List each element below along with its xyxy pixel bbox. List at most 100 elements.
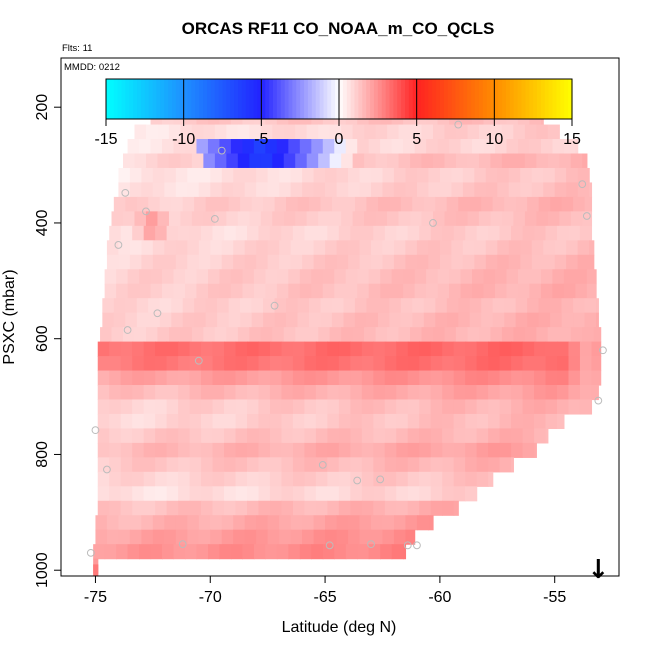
heatmap-cell [267, 529, 280, 545]
heatmap-cell [159, 196, 172, 212]
heatmap-cell [513, 153, 526, 169]
heatmap-cell [439, 240, 452, 256]
heatmap-cell [269, 457, 283, 473]
heatmap-cell [451, 254, 464, 270]
heatmap-cell [506, 269, 519, 285]
heatmap-cell [490, 211, 503, 227]
heatmap-cell [511, 356, 524, 372]
heatmap-cell [304, 413, 317, 430]
heatmap-cell [453, 385, 466, 401]
heatmap-cell [178, 341, 191, 357]
heatmap-cell [338, 225, 351, 241]
heatmap-cell [315, 500, 328, 516]
colorbar-cell [463, 79, 468, 119]
colorbar-cell [408, 79, 414, 119]
heatmap-cell [557, 341, 570, 357]
heatmap-cell [371, 254, 384, 270]
heatmap-cell [189, 442, 202, 458]
heatmap-cell [536, 153, 549, 169]
heatmap-cell [256, 167, 269, 184]
heatmap-cell [407, 442, 420, 458]
heatmap-cell [338, 500, 351, 516]
heatmap-cell [345, 139, 358, 155]
heatmap-cell [478, 327, 492, 343]
heatmap-cell [244, 182, 257, 198]
colorbar-cell [401, 79, 406, 119]
heatmap-cell [297, 196, 310, 212]
heatmap-cell [269, 225, 283, 241]
heatmap-cell [375, 211, 388, 227]
colorbar-tick-label: -10 [172, 131, 195, 148]
heatmap-cell [338, 385, 351, 401]
colorbar-cell [447, 79, 453, 119]
observation-point [582, 212, 591, 220]
heatmap-cell [497, 182, 510, 198]
heatmap-cell [483, 283, 496, 299]
colorbar-cell [339, 79, 344, 119]
heatmap-cell [384, 225, 397, 241]
heatmap-cell [155, 225, 168, 241]
heatmap-cell [499, 442, 512, 458]
heatmap-cell [430, 486, 443, 502]
heatmap-cell [189, 225, 202, 241]
heatmap-cell [269, 385, 283, 401]
heatmap-cell [407, 457, 420, 473]
heatmap-cell [488, 428, 501, 444]
heatmap-cell [269, 442, 283, 458]
heatmap-cell [520, 254, 533, 270]
heatmap-cell [162, 544, 175, 560]
heatmap-cell [304, 356, 317, 372]
heatmap-cell [481, 312, 494, 328]
heatmap-cell [258, 413, 271, 430]
heatmap-cell [508, 167, 521, 184]
heatmap-cell [173, 269, 186, 285]
heatmap-cell [132, 341, 145, 357]
heatmap-cell [492, 196, 505, 212]
heatmap-cell [178, 385, 191, 401]
heatmap-cell [545, 399, 558, 415]
heatmap-cell [171, 312, 184, 328]
heatmap-cell [292, 413, 306, 430]
heatmap-cell [175, 167, 188, 184]
heatmap-cell [155, 356, 168, 372]
heatmap-cell [212, 486, 225, 502]
heatmap-cell [166, 399, 179, 415]
heatmap-cell [104, 283, 117, 299]
colorbar-cell [137, 79, 142, 119]
heatmap-cell [531, 254, 544, 270]
heatmap-cell [474, 167, 487, 184]
x-tick-label: -65 [314, 589, 337, 606]
heatmap-cell [106, 240, 120, 256]
heatmap-cell [311, 544, 324, 560]
heatmap-cell [522, 442, 535, 458]
heatmap-cell [132, 471, 145, 487]
heatmap-cell [295, 124, 308, 140]
heatmap-cell [120, 457, 133, 473]
heatmap-cell [407, 471, 420, 487]
heatmap-cell [325, 182, 338, 198]
heatmap-cell [178, 225, 191, 241]
heatmap-cell [120, 370, 133, 386]
heatmap-cell [352, 211, 365, 227]
heatmap-cell [240, 196, 253, 212]
heatmap-cell [295, 211, 308, 227]
heatmap-cell [97, 471, 110, 487]
heatmap-cell [226, 327, 239, 343]
heatmap-cell [554, 254, 567, 270]
heatmap-cell [322, 269, 335, 285]
colorbar-cell [234, 79, 239, 119]
heatmap-cell [281, 356, 294, 372]
heatmap-cell [359, 515, 372, 531]
heatmap-cell [318, 211, 331, 227]
heatmap-cell [187, 254, 200, 270]
heatmap-cell [178, 457, 191, 473]
heatmap-cell [185, 269, 198, 285]
heatmap-cell [178, 486, 191, 502]
heatmap-cell [132, 413, 145, 430]
heatmap-cell [139, 544, 152, 560]
colorbar-cell [544, 79, 550, 119]
heatmap-cell [350, 341, 363, 357]
heatmap-cell [228, 298, 241, 314]
heatmap-cell [371, 529, 384, 545]
colorbar-cell [331, 79, 336, 119]
